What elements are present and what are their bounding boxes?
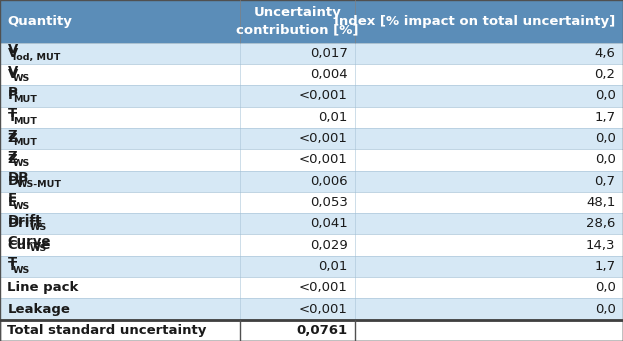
Text: V: V xyxy=(7,43,17,56)
Bar xyxy=(0,43,623,64)
Text: Z: Z xyxy=(7,150,17,163)
Text: WS: WS xyxy=(13,74,30,83)
Text: Z: Z xyxy=(7,129,17,142)
Text: <0,001: <0,001 xyxy=(299,302,348,315)
Text: Quantity: Quantity xyxy=(7,15,72,28)
Text: WS: WS xyxy=(13,159,30,168)
Text: DP: DP xyxy=(7,171,29,184)
Text: 48,1: 48,1 xyxy=(586,196,616,209)
Bar xyxy=(0,128,623,149)
Bar xyxy=(0,213,623,235)
Text: <0,001: <0,001 xyxy=(299,132,348,145)
Bar xyxy=(0,64,623,85)
Bar xyxy=(0,0,623,43)
Text: 0,029: 0,029 xyxy=(310,239,348,252)
Text: V: V xyxy=(7,68,17,81)
Text: 0,0: 0,0 xyxy=(594,281,616,294)
Text: 14,3: 14,3 xyxy=(586,239,616,252)
Text: 0,0: 0,0 xyxy=(594,153,616,166)
Text: T: T xyxy=(7,256,17,269)
Text: MUT: MUT xyxy=(13,117,37,125)
Bar xyxy=(0,85,623,106)
Bar xyxy=(0,277,623,298)
Text: V: V xyxy=(7,64,17,78)
Text: <0,001: <0,001 xyxy=(299,281,348,294)
Text: 1,7: 1,7 xyxy=(594,260,616,273)
Text: Z: Z xyxy=(7,153,17,166)
Text: 1,7: 1,7 xyxy=(594,111,616,124)
Text: WS: WS xyxy=(30,223,47,232)
Text: T: T xyxy=(7,107,17,120)
Text: 0,053: 0,053 xyxy=(310,196,348,209)
Text: WS: WS xyxy=(30,244,47,253)
Bar xyxy=(0,235,623,256)
Text: 0,0761: 0,0761 xyxy=(297,324,348,337)
Text: lod, MUT: lod, MUT xyxy=(13,53,60,62)
Text: 0,004: 0,004 xyxy=(310,68,348,81)
Bar xyxy=(0,192,623,213)
Text: Total standard uncertainty: Total standard uncertainty xyxy=(7,324,207,337)
Text: Z: Z xyxy=(7,132,17,145)
Text: Line pack: Line pack xyxy=(7,281,79,294)
Text: DP: DP xyxy=(7,175,29,188)
Text: Uncertainty
contribution [%]: Uncertainty contribution [%] xyxy=(236,6,359,36)
Text: 4,6: 4,6 xyxy=(594,47,616,60)
Text: 0,0: 0,0 xyxy=(594,89,616,102)
Bar xyxy=(0,170,623,192)
Text: 0,017: 0,017 xyxy=(310,47,348,60)
Text: E: E xyxy=(7,192,17,206)
Text: Drift: Drift xyxy=(7,214,42,227)
Text: 0,7: 0,7 xyxy=(594,175,616,188)
Text: 0,0: 0,0 xyxy=(594,302,616,315)
Text: <0,001: <0,001 xyxy=(299,89,348,102)
Text: P: P xyxy=(7,86,17,99)
Text: 0,041: 0,041 xyxy=(310,217,348,230)
Text: WS-MUT: WS-MUT xyxy=(17,180,62,190)
Text: T: T xyxy=(7,260,17,273)
Text: MUT: MUT xyxy=(13,95,37,104)
Text: Index [% impact on total uncertainty]: Index [% impact on total uncertainty] xyxy=(335,15,616,28)
Bar xyxy=(0,149,623,170)
Bar xyxy=(0,106,623,128)
Text: P: P xyxy=(7,89,17,102)
Text: 0,006: 0,006 xyxy=(310,175,348,188)
Bar xyxy=(0,320,623,341)
Text: WS: WS xyxy=(13,266,30,275)
Text: Curve: Curve xyxy=(7,235,51,248)
Text: 0,2: 0,2 xyxy=(594,68,616,81)
Bar xyxy=(0,256,623,277)
Text: E: E xyxy=(7,196,17,209)
Text: 0,01: 0,01 xyxy=(318,260,348,273)
Text: 28,6: 28,6 xyxy=(586,217,616,230)
Text: Drift: Drift xyxy=(7,217,42,230)
Text: <0,001: <0,001 xyxy=(299,153,348,166)
Text: Leakage: Leakage xyxy=(7,302,70,315)
Text: Curve: Curve xyxy=(7,239,51,252)
Text: 0,0: 0,0 xyxy=(594,132,616,145)
Text: WS: WS xyxy=(13,202,30,211)
Text: T: T xyxy=(7,111,17,124)
Bar xyxy=(0,298,623,320)
Text: 0,01: 0,01 xyxy=(318,111,348,124)
Text: V: V xyxy=(7,47,17,60)
Text: MUT: MUT xyxy=(13,138,37,147)
